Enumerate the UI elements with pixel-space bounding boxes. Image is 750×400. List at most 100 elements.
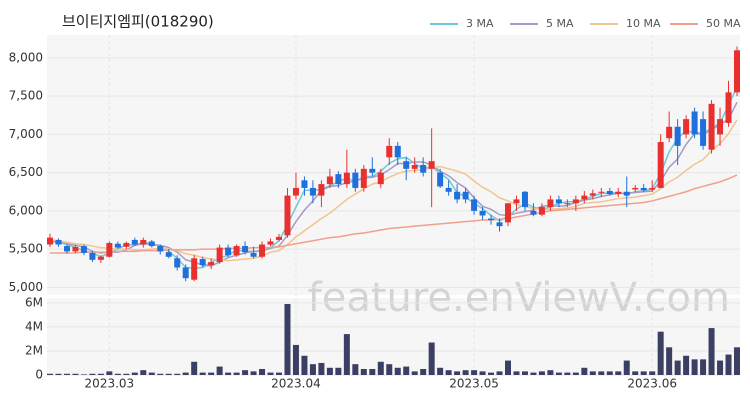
legend-label: 10 MA — [626, 17, 661, 30]
candle-body — [555, 199, 562, 204]
candle-body — [547, 199, 554, 208]
volume-bar — [454, 371, 461, 375]
volume-bar — [572, 372, 579, 375]
candle-body — [292, 187, 299, 196]
candle-body — [623, 191, 630, 196]
volume-bar — [352, 364, 359, 375]
volume-bar — [734, 347, 740, 375]
volume-bar — [615, 371, 622, 375]
candle-body — [683, 119, 690, 135]
candle-body — [437, 172, 444, 187]
candle-body — [657, 142, 664, 188]
y-tick-label: 6,000 — [9, 203, 43, 217]
candle-body — [352, 172, 359, 188]
volume-bar — [479, 371, 486, 375]
legend: 3 MA 5 MA 10 MA 50 MA — [430, 17, 741, 30]
candle-body — [335, 174, 342, 185]
candle-body — [208, 262, 215, 266]
candle-body — [420, 165, 427, 173]
y-tick-label: 7,500 — [9, 89, 43, 103]
candle-body — [488, 218, 495, 221]
y-tick-label: 4M — [25, 319, 43, 333]
candle-body — [309, 187, 316, 196]
volume-bar — [199, 372, 206, 375]
candle-body — [496, 222, 503, 227]
volume-bar — [547, 370, 554, 375]
volume-bar — [581, 367, 588, 375]
candle-body — [301, 180, 308, 188]
candle-body — [598, 191, 605, 193]
candle-body — [233, 246, 240, 256]
volume-bar — [123, 373, 130, 375]
volume-bar — [72, 373, 79, 375]
candle-body — [521, 191, 528, 208]
volume-bar — [623, 360, 630, 375]
candle-body — [564, 203, 571, 205]
candle-body — [123, 243, 130, 247]
candle-body — [428, 161, 435, 169]
volume-bar — [174, 373, 181, 375]
candle-body — [462, 191, 469, 200]
volume-bar — [343, 334, 350, 375]
volume-bar — [369, 368, 376, 375]
volume-bar — [225, 372, 232, 375]
volume-bar — [564, 372, 571, 375]
volume-bar — [538, 371, 545, 375]
volume-bar — [377, 361, 384, 375]
volume-bar — [165, 373, 172, 375]
volume-bar — [233, 372, 240, 375]
candle-body — [140, 239, 147, 245]
candle-body — [377, 172, 384, 185]
volume-bar — [55, 373, 62, 375]
y-tick-label: 2M — [25, 343, 43, 357]
ma-line — [49, 119, 738, 262]
candle-body — [454, 191, 461, 200]
volume-bar — [148, 372, 155, 375]
volume-bar — [471, 370, 478, 375]
volume-bar — [428, 342, 435, 375]
volume-bar — [335, 367, 342, 375]
volume-bar — [640, 371, 647, 375]
x-tick-label: 2023.05 — [449, 377, 499, 391]
volume-bar — [80, 374, 87, 375]
volume-bar — [157, 373, 164, 375]
candle-body — [479, 210, 486, 216]
candle-body — [242, 246, 249, 253]
candle-body — [649, 187, 656, 190]
volume-bar — [598, 371, 605, 375]
candle-body — [411, 165, 418, 169]
candle-body — [725, 92, 732, 123]
legend-label: 5 MA — [546, 17, 574, 30]
candle-body — [63, 246, 70, 252]
candle-body — [72, 246, 79, 252]
volume-bar — [589, 371, 596, 375]
x-tick-label: 2023.03 — [85, 377, 135, 391]
candle-body — [445, 187, 452, 192]
candle-body — [47, 237, 53, 245]
candle-body — [589, 193, 596, 196]
candle-body — [674, 126, 681, 146]
y-tick-label: 0 — [35, 368, 43, 382]
volume-bar — [708, 328, 715, 375]
volume-bar — [301, 355, 308, 375]
candle-body — [97, 256, 104, 260]
volume-bar — [97, 373, 104, 375]
y-tick-label: 8,000 — [9, 50, 43, 64]
candle-body — [708, 103, 715, 150]
candle-body — [403, 161, 410, 169]
volume-bar — [360, 368, 367, 375]
volume-bar — [725, 354, 732, 375]
candle-body — [572, 199, 579, 204]
volume-bar — [386, 364, 393, 375]
volume-bar — [420, 368, 427, 375]
volume-bar — [191, 361, 198, 375]
candle-body — [182, 267, 189, 279]
legend-label: 50 MA — [706, 17, 741, 30]
candle-body — [55, 239, 62, 245]
volume-bar — [462, 370, 469, 375]
candle-body — [89, 252, 96, 260]
volume-bar — [683, 355, 690, 375]
candle-body — [148, 241, 155, 247]
volume-bar — [700, 359, 707, 375]
candle-body — [471, 199, 478, 211]
